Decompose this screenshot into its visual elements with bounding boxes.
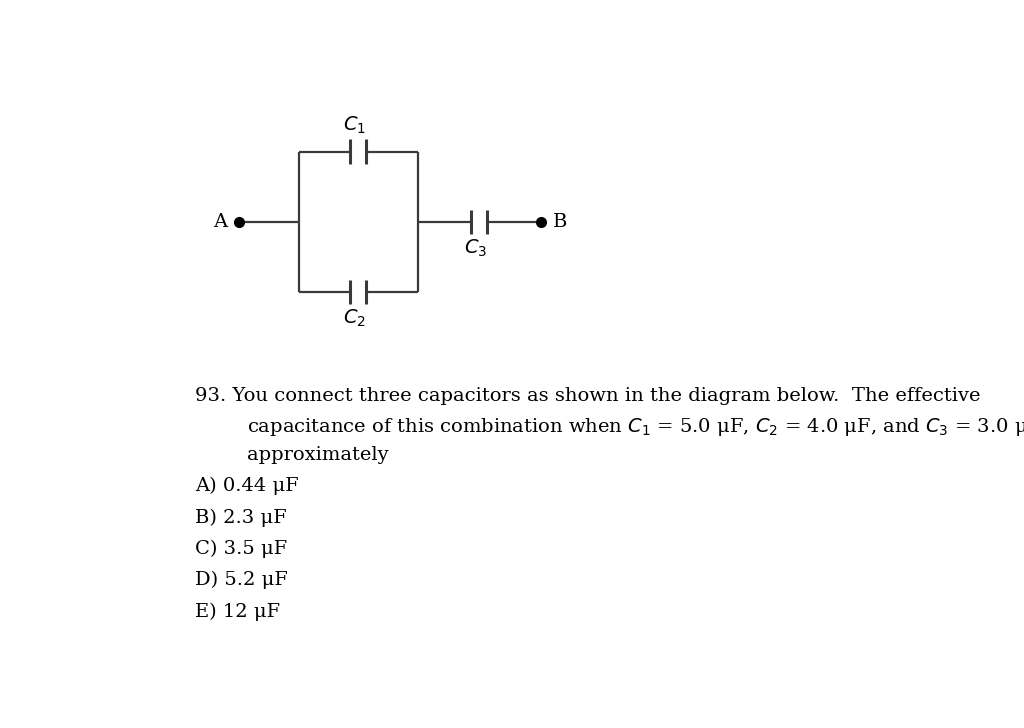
Text: E) 12 μF: E) 12 μF bbox=[196, 603, 281, 621]
Text: B: B bbox=[553, 213, 567, 231]
Text: $C_2$: $C_2$ bbox=[343, 308, 366, 329]
Text: D) 5.2 μF: D) 5.2 μF bbox=[196, 571, 289, 590]
Text: A) 0.44 μF: A) 0.44 μF bbox=[196, 477, 299, 495]
Text: approximately: approximately bbox=[247, 446, 389, 464]
Text: 93. You connect three capacitors as shown in the diagram below.  The effective: 93. You connect three capacitors as show… bbox=[196, 387, 981, 405]
Text: A: A bbox=[213, 213, 227, 231]
Text: C) 3.5 μF: C) 3.5 μF bbox=[196, 539, 288, 558]
Text: $C_3$: $C_3$ bbox=[464, 237, 486, 259]
Text: capacitance of this combination when $C_1$ = 5.0 μF, $C_2$ = 4.0 μF, and $C_3$ =: capacitance of this combination when $C_… bbox=[247, 416, 1024, 438]
Text: $C_1$: $C_1$ bbox=[343, 115, 366, 136]
Text: B) 2.3 μF: B) 2.3 μF bbox=[196, 508, 287, 526]
